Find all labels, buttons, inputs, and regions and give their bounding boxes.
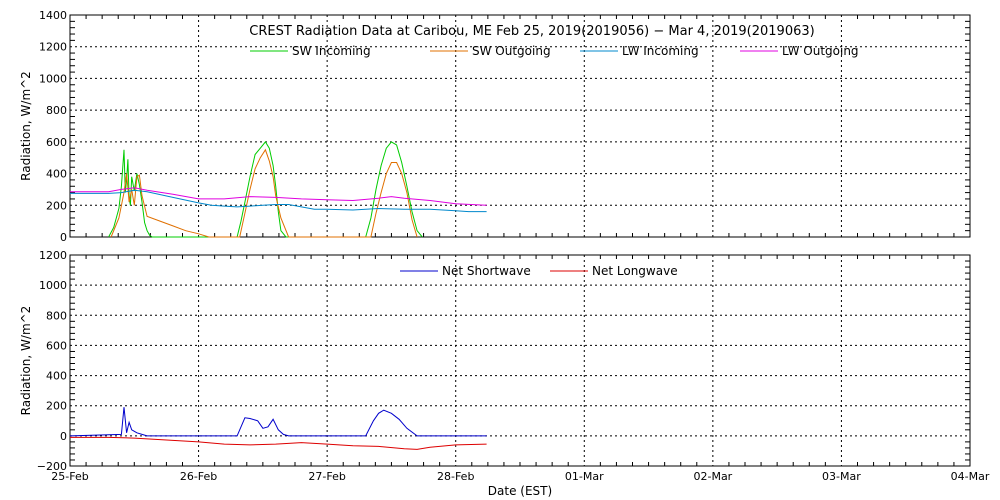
plot-frame-bottom — [69, 254, 971, 467]
y-tick-label-bottom: 400 — [46, 370, 67, 383]
y-tick-label-top: 400 — [46, 168, 67, 181]
y-tick-label-top: 200 — [46, 199, 67, 212]
y-tick-label-bottom: 1000 — [39, 279, 67, 292]
legend-label: LW Outgoing — [782, 44, 859, 58]
y-tick-label-top: 1200 — [39, 41, 67, 54]
y-tick-label-top: 800 — [46, 104, 67, 117]
x-tick-label: 01-Mar — [565, 470, 604, 483]
legend-label: LW Incoming — [622, 44, 699, 58]
y-axis-title-top: Radiation, W/m^2 — [19, 71, 33, 181]
legend-label: Net Shortwave — [442, 264, 531, 278]
panel-bottom: −200 0 200 400 600 800 1000 1200 Radiation, W/m^… — [19, 249, 990, 483]
legend-label: SW Outgoing — [472, 44, 551, 58]
x-tick-label: 03-Mar — [822, 470, 861, 483]
y-tick-label-bottom: 200 — [46, 400, 67, 413]
series-line-sw-incoming — [108, 141, 423, 238]
x-axis-title: Date (EST) — [488, 484, 552, 498]
series-line-lw-outgoing — [70, 187, 487, 206]
y-tick-label-bottom: 0 — [60, 430, 67, 443]
legend-label: SW Incoming — [292, 44, 371, 58]
x-tick-label: 04-Mar — [951, 470, 990, 483]
x-tick-label: 02-Mar — [693, 470, 732, 483]
y-tick-label-bottom: −200 — [37, 460, 67, 473]
y-axis-title-bottom: Radiation, W/m^2 — [19, 306, 33, 416]
series-line-net-shortwave — [69, 407, 487, 437]
series-line-sw-outgoing — [110, 148, 418, 238]
y-tick-label-top: 1400 — [39, 9, 67, 22]
series-line-lw-incoming — [70, 189, 487, 213]
legend-label: Net Longwave — [592, 264, 678, 278]
y-tick-label-top: 1000 — [39, 72, 67, 85]
series-line-net-longwave — [70, 436, 487, 450]
x-tick-label: 26-Feb — [180, 470, 217, 483]
y-tick-label-top: 0 — [60, 231, 67, 244]
y-tick-label-bottom: 1200 — [39, 249, 67, 262]
y-tick-label-bottom: 600 — [46, 339, 67, 352]
chart-title: CREST Radiation Data at Caribou, ME Feb … — [249, 24, 814, 39]
x-tick-label: 27-Feb — [308, 470, 345, 483]
x-tick-label: 28-Feb — [437, 470, 474, 483]
panel-top: 0 200 400 600 800 1000 1200 1400 Radiation, W/m^… — [19, 9, 971, 244]
x-tick-label: 25-Feb — [51, 470, 88, 483]
y-tick-label-bottom: 800 — [46, 309, 67, 322]
y-tick-label-top: 600 — [46, 136, 67, 149]
